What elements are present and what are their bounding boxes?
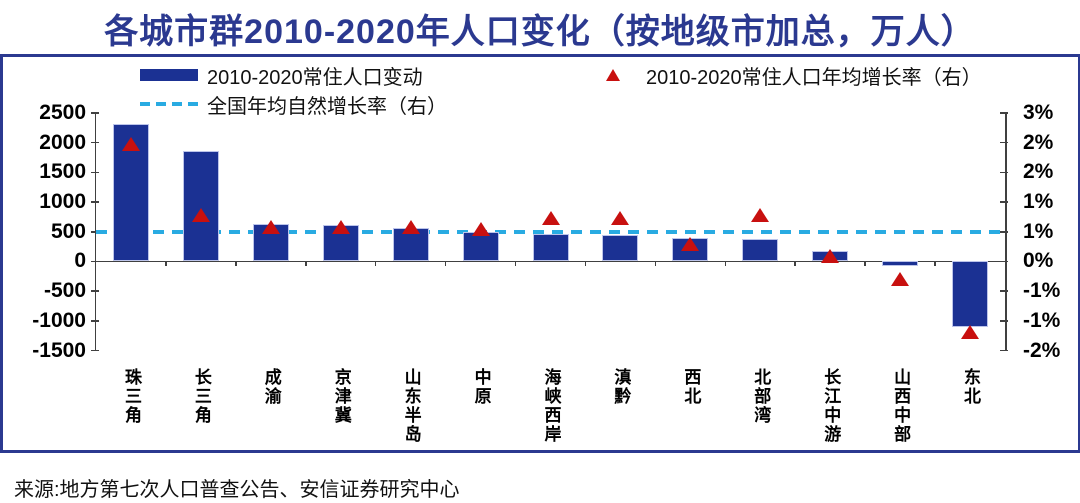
y-axis-right-tick-label: 1% (1023, 190, 1054, 214)
bar-北部湾 (742, 238, 779, 262)
frame-right-line (1077, 54, 1080, 453)
x-axis-boundary-tick (584, 261, 587, 267)
bar-swatch-icon (140, 69, 198, 81)
y-axis-right-tick-label: -2% (1023, 338, 1061, 362)
y-axis-left-tick (91, 171, 99, 174)
y-axis-left-tick-label: 1000 (39, 190, 86, 214)
y-axis-left-tick-label: -1000 (32, 308, 86, 332)
y-axis-right-tick-label: 2% (1023, 130, 1054, 154)
legend-label-national-natural-growth: 全国年均自然增长率（右） (207, 95, 447, 118)
x-axis-boundary-tick (934, 261, 936, 267)
x-axis-boundary-tick (724, 261, 727, 267)
y-axis-left-tick (91, 260, 99, 263)
growth-rate-triangle-长江中游 (821, 248, 840, 263)
bar-滇黔 (602, 235, 639, 262)
source-note: 来源:地方第七次人口普查公告、安信证券研究中心 (14, 479, 460, 501)
frame-bottom-line (0, 450, 1080, 453)
y-axis-left-tick (91, 112, 99, 114)
growth-rate-triangle-长三角 (191, 208, 210, 223)
legend-item-national-natural-growth: 全国年均自然增长率（右） (140, 91, 447, 118)
x-axis-boundary-tick (165, 261, 167, 267)
y-axis-left-tick (91, 201, 99, 203)
y-axis-right-tick-label: -1% (1023, 279, 1061, 303)
x-axis-category-label: 珠三角 (121, 368, 141, 425)
growth-rate-triangle-东北 (961, 324, 980, 339)
y-axis-right-tick-label: -1% (1023, 308, 1061, 332)
bar-山西中部 (882, 261, 919, 266)
y-axis-right-tick-label: 3% (1023, 101, 1054, 124)
x-axis-category-label: 海峡西岸 (541, 368, 561, 444)
y-axis-left-tick-label: 500 (50, 219, 86, 243)
x-axis-boundary-tick (514, 261, 517, 267)
x-axis-category-label: 西北 (681, 368, 701, 406)
triangle-marker-icon (606, 69, 620, 81)
x-axis-category-label: 中原 (471, 368, 491, 406)
growth-rate-triangle-珠三角 (121, 136, 140, 151)
y-axis-left-tick-label: -1500 (32, 338, 86, 362)
legend-label-growth-rate: 2010-2020常住人口年均增长率（右） (646, 66, 982, 89)
bar-长三角 (182, 151, 219, 262)
y-axis-left-tick (91, 320, 99, 322)
y-axis-left-tick (91, 231, 99, 233)
x-axis-category-label: 山西中部 (891, 368, 911, 444)
y-axis-left-tick (91, 290, 99, 292)
national-growth-dashed-line (96, 230, 1005, 234)
y-axis-right-tick (1000, 112, 1008, 114)
growth-rate-triangle-西北 (681, 236, 700, 251)
legend-label-population-change: 2010-2020常住人口变动 (207, 66, 423, 89)
growth-rate-triangle-成渝 (261, 220, 280, 234)
dashed-line-swatch-icon (140, 102, 198, 106)
x-axis-category-label: 东北 (961, 368, 981, 406)
x-axis-category-label: 北部湾 (751, 368, 771, 425)
y-axis-left-tick-label: 0 (74, 249, 86, 273)
frame-top-line (0, 54, 1080, 57)
y-axis-right-tick-label: 1% (1023, 219, 1054, 243)
y-axis-left-tick-label: 2500 (39, 101, 86, 124)
y-axis-right-tick (1000, 320, 1008, 322)
y-axis-right-tick (1000, 141, 1008, 144)
x-axis-category-label: 滇黔 (611, 368, 631, 406)
y-axis-left-tick (91, 349, 99, 352)
growth-rate-triangle-滇黔 (611, 210, 630, 225)
y-axis-left-tick-label: -500 (43, 279, 86, 303)
chart-title: 各城市群2010-2020年人口变化（按地级市加总，万人） (104, 13, 976, 51)
x-axis-boundary-tick (864, 261, 866, 267)
bar-中原 (462, 232, 499, 262)
x-axis-category-label: 京津冀 (331, 368, 351, 425)
x-axis-boundary-tick (794, 261, 796, 267)
x-axis-line (96, 260, 1005, 263)
y-axis-right-tick-label: 0% (1023, 249, 1054, 273)
growth-rate-triangle-山西中部 (891, 272, 910, 287)
legend-item-population-change: 2010-2020常住人口变动 (140, 62, 423, 89)
growth-rate-triangle-北部湾 (751, 208, 770, 223)
y-axis-right-tick-label: 2% (1023, 160, 1054, 184)
x-axis-boundary-tick (654, 261, 657, 267)
y-axis-right-tick (1000, 171, 1008, 174)
x-axis-boundary-tick (444, 261, 447, 267)
x-axis-category-label: 长三角 (191, 368, 211, 425)
y-axis-left-tick (91, 141, 99, 144)
y-axis-right-tick (1000, 201, 1008, 203)
growth-rate-triangle-山东半岛 (401, 220, 420, 234)
x-axis-boundary-tick (235, 261, 237, 267)
x-axis-boundary-tick (374, 261, 377, 267)
y-axis-right-tick (1000, 290, 1008, 292)
y-axis-left-tick-label: 1500 (39, 160, 86, 184)
legend-item-growth-rate: 2010-2020常住人口年均增长率（右） (606, 62, 982, 89)
bar-东北 (952, 261, 989, 328)
y-axis-right-tick (1000, 349, 1008, 352)
x-axis-category-label: 山东半岛 (401, 368, 421, 444)
x-axis-category-label: 成渝 (261, 368, 281, 406)
frame-left-line (0, 54, 3, 453)
x-axis-boundary-tick (305, 261, 307, 267)
growth-rate-triangle-海峡西岸 (541, 210, 560, 225)
growth-rate-triangle-京津冀 (331, 220, 350, 234)
bar-海峡西岸 (532, 234, 569, 262)
growth-rate-triangle-中原 (471, 222, 490, 237)
y-axis-left-tick-label: 2000 (39, 130, 86, 154)
x-axis-category-label: 长江中游 (821, 368, 841, 444)
